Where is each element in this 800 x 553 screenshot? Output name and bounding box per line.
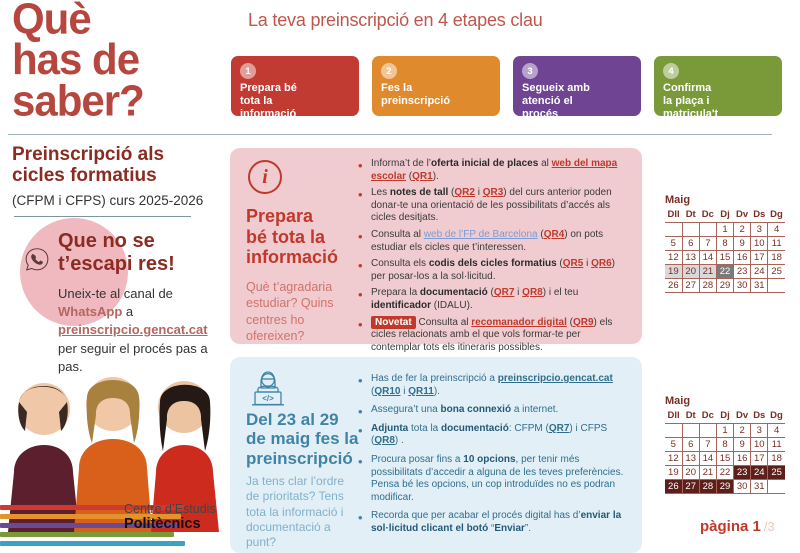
svg-text:</>: </> [262,394,274,403]
